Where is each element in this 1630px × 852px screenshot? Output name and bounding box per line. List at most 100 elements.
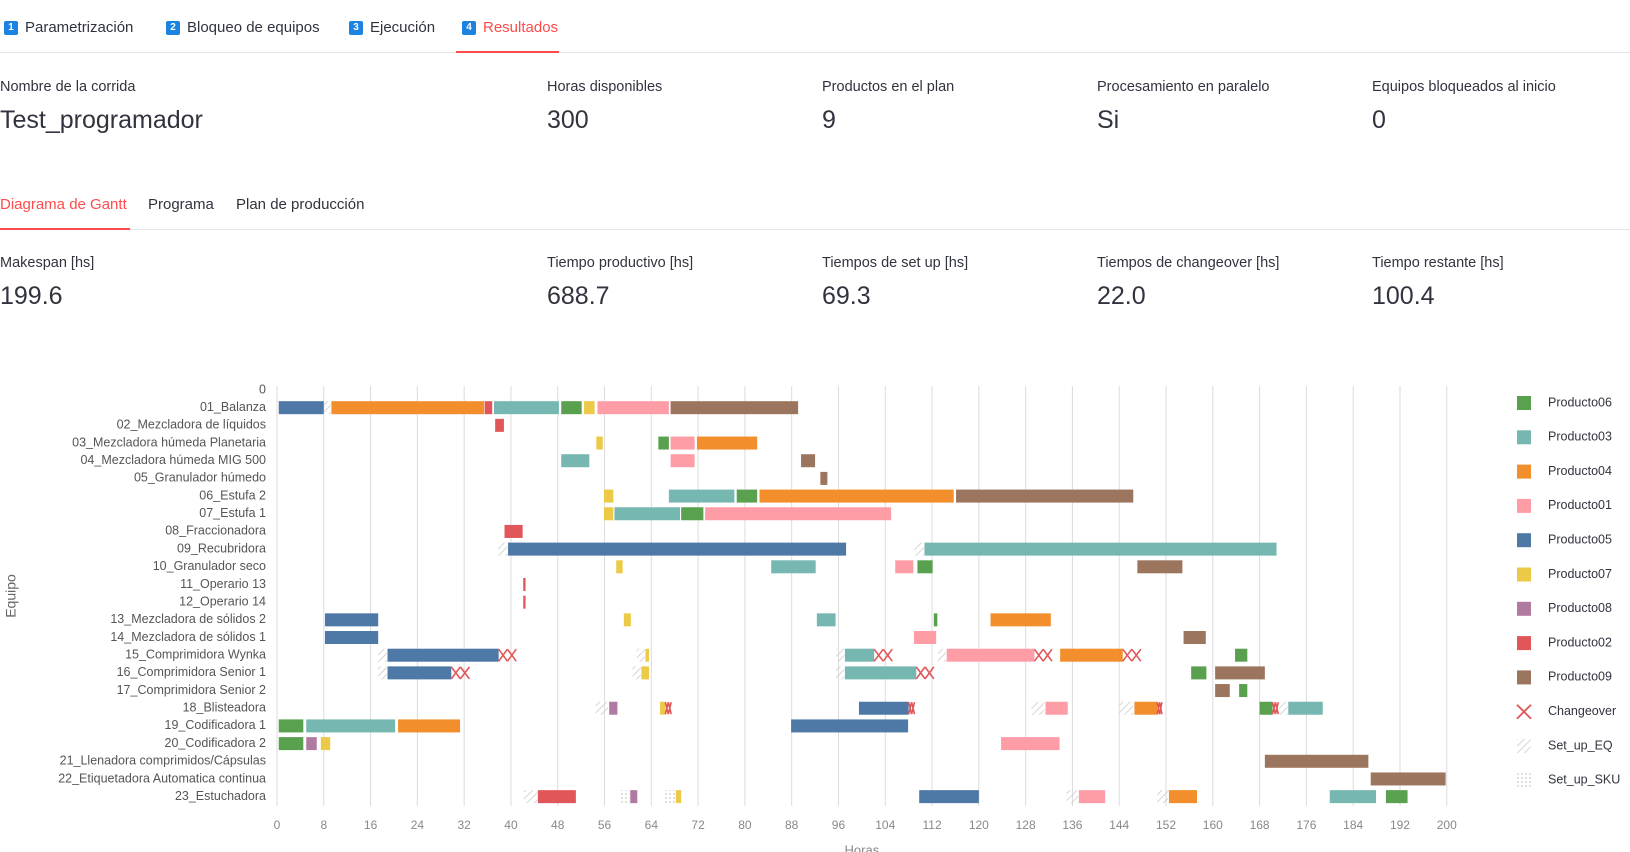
gantt-bar bbox=[603, 489, 614, 503]
tab-number: 2 bbox=[166, 20, 180, 35]
x-tick-label: 152 bbox=[1156, 818, 1176, 832]
summary-value: Si bbox=[1097, 106, 1120, 134]
gantt-bar bbox=[484, 401, 493, 415]
setup-eq bbox=[937, 648, 947, 662]
gantt-bar bbox=[1370, 772, 1446, 786]
x-tick-label: 24 bbox=[411, 818, 425, 832]
gantt-bar bbox=[1385, 790, 1408, 804]
changeover bbox=[498, 648, 517, 662]
x-tick-label: 0 bbox=[274, 818, 281, 832]
y-tick-label: 14_Mezcladora de sólidos 1 bbox=[110, 630, 266, 644]
y-tick-label: 0 bbox=[259, 382, 266, 396]
y-tick-label: 12_Operario 14 bbox=[179, 594, 266, 608]
x-tick-label: 184 bbox=[1343, 818, 1363, 832]
summary-label: Productos en el plan bbox=[822, 79, 955, 95]
gantt-bar bbox=[616, 560, 623, 574]
tab[interactable]: 3 Ejecución bbox=[349, 19, 435, 36]
gantt-bar bbox=[641, 666, 649, 680]
gantt-bar bbox=[1001, 737, 1060, 751]
x-tick-label: 160 bbox=[1203, 818, 1223, 832]
setup-sku bbox=[664, 790, 676, 804]
changeover bbox=[664, 702, 672, 715]
setup-sku bbox=[620, 790, 630, 804]
subtab-underline bbox=[0, 228, 130, 230]
legend-label: Set_up_EQ bbox=[1548, 738, 1613, 752]
tab-label: Parametrización bbox=[25, 19, 134, 36]
gantt-bar bbox=[956, 489, 1134, 503]
legend-swatch bbox=[1517, 396, 1531, 410]
gantt-bar bbox=[1239, 684, 1248, 698]
gantt-bar bbox=[696, 436, 758, 450]
gantt-bar bbox=[946, 648, 1035, 662]
summary-value: Test_programador bbox=[0, 106, 203, 134]
subtab[interactable]: Plan de producción bbox=[236, 196, 365, 213]
y-tick-label: 22_Etiquetadora Automatica continua bbox=[58, 771, 266, 785]
setup-eq bbox=[324, 401, 331, 415]
metric-value: 69.3 bbox=[822, 282, 871, 310]
gantt-bar bbox=[1191, 666, 1207, 680]
gantt-bar bbox=[917, 560, 933, 574]
legend-label: Producto06 bbox=[1548, 395, 1612, 409]
subtab[interactable]: Diagrama de Gantt bbox=[0, 196, 127, 213]
gantt-bar bbox=[1078, 790, 1106, 804]
y-tick-label: 02_Mezcladora de líquidos bbox=[117, 418, 266, 432]
gantt-bar bbox=[844, 666, 917, 680]
metric-label: Tiempos de changeover [hs] bbox=[1097, 255, 1280, 271]
x-tick-label: 16 bbox=[364, 818, 378, 832]
tab-label: Bloqueo de equipos bbox=[187, 19, 320, 36]
x-tick-label: 72 bbox=[691, 818, 705, 832]
gantt-bar bbox=[1183, 631, 1206, 645]
gantt-bar bbox=[1235, 648, 1248, 662]
summary-label: Nombre de la corrida bbox=[0, 79, 136, 95]
y-tick-label: 09_Recubridora bbox=[177, 541, 266, 555]
subtab[interactable]: Programa bbox=[148, 196, 214, 213]
legend-label: Producto03 bbox=[1548, 430, 1612, 444]
summary-value: 0 bbox=[1372, 106, 1386, 134]
y-tick-label: 20_Codificadora 2 bbox=[165, 736, 267, 750]
legend-swatch bbox=[1517, 567, 1531, 582]
legend-swatch bbox=[1516, 704, 1532, 720]
tab[interactable]: 1 Parametrización bbox=[4, 19, 133, 36]
changeover bbox=[873, 648, 893, 662]
gantt-bar bbox=[561, 454, 590, 468]
gantt-bar bbox=[924, 542, 1277, 556]
changeover bbox=[450, 666, 471, 680]
setup-eq bbox=[595, 701, 609, 715]
gantt-bar bbox=[895, 560, 914, 574]
gantt-bar bbox=[670, 454, 695, 468]
gantt-bar bbox=[324, 631, 379, 645]
tab[interactable]: 2 Bloqueo de equipos bbox=[166, 19, 320, 36]
x-tick-label: 112 bbox=[922, 818, 941, 832]
tab-label: Ejecución bbox=[370, 19, 436, 36]
gantt-bar bbox=[306, 737, 317, 751]
x-tick-label: 176 bbox=[1296, 818, 1316, 832]
gantt-bar bbox=[278, 401, 324, 415]
gantt-bar bbox=[331, 401, 485, 415]
gantt-bar bbox=[504, 524, 523, 538]
setup-eq bbox=[1066, 790, 1079, 804]
y-tick-label: 05_Granulador húmedo bbox=[134, 471, 266, 485]
gantt-bar bbox=[523, 577, 526, 591]
legend-swatch bbox=[1517, 464, 1531, 479]
tab-number: 3 bbox=[349, 20, 363, 35]
changeover bbox=[1122, 648, 1142, 662]
metric-label: Tiempos de set up [hs] bbox=[822, 255, 969, 271]
legend-label: Producto04 bbox=[1548, 464, 1612, 478]
metric-value: 199.6 bbox=[0, 282, 63, 310]
gantt-bar bbox=[736, 489, 758, 503]
gantt-bar bbox=[1168, 790, 1198, 804]
x-tick-label: 128 bbox=[1016, 818, 1036, 832]
tab[interactable]: 4 Resultados bbox=[462, 19, 558, 36]
gantt-bar bbox=[278, 737, 304, 751]
gantt-bar bbox=[816, 613, 836, 627]
changeover bbox=[907, 702, 916, 715]
gantt-bar bbox=[561, 401, 582, 415]
changeover bbox=[1033, 648, 1053, 662]
metric-label: Tiempo productivo [hs] bbox=[547, 255, 694, 271]
gantt-bar bbox=[759, 489, 954, 503]
legend-label: Changeover bbox=[1548, 704, 1616, 718]
gantt-bar bbox=[278, 719, 304, 733]
x-tick-label: 168 bbox=[1250, 818, 1270, 832]
gantt-bar bbox=[990, 613, 1051, 627]
y-tick-label: 17_Comprimidora Senior 2 bbox=[117, 683, 266, 697]
